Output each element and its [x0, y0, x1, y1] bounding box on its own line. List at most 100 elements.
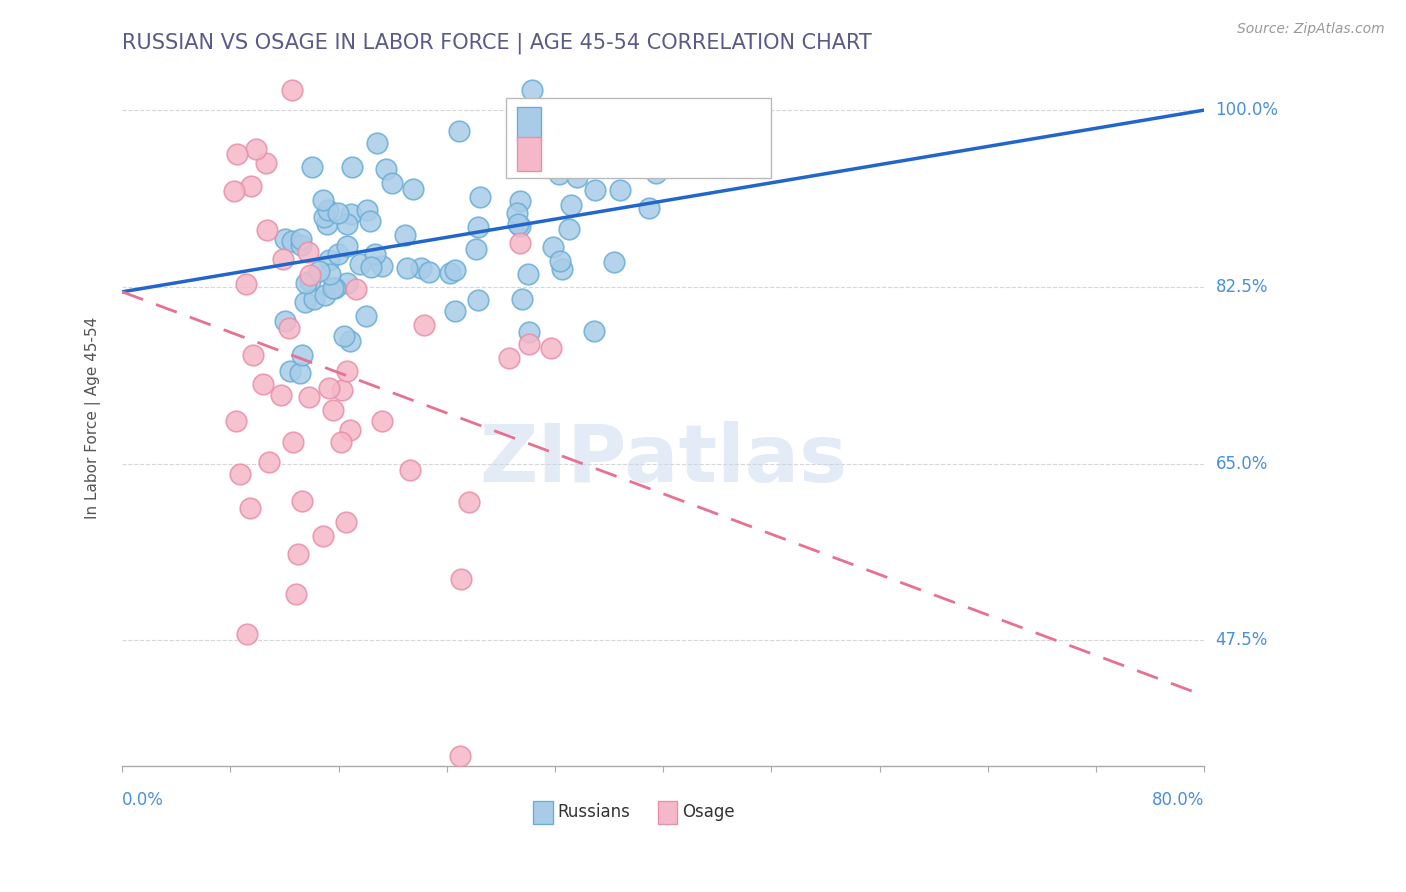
- Point: [609, 183, 631, 197]
- Point: [449, 749, 471, 764]
- Point: [322, 280, 344, 294]
- Point: [516, 267, 538, 281]
- Point: [583, 184, 606, 198]
- Point: [252, 377, 274, 392]
- Bar: [517, 107, 541, 140]
- Point: [339, 423, 361, 437]
- Point: [465, 242, 488, 256]
- Bar: [506, 97, 772, 178]
- Point: [401, 182, 423, 196]
- Text: RUSSIAN VS OSAGE IN LABOR FORCE | AGE 45-54 CORRELATION CHART: RUSSIAN VS OSAGE IN LABOR FORCE | AGE 45…: [122, 33, 872, 54]
- Point: [638, 201, 661, 215]
- Point: [298, 390, 321, 404]
- Point: [371, 414, 394, 428]
- Point: [468, 190, 491, 204]
- Bar: [658, 801, 678, 824]
- Point: [517, 325, 540, 339]
- Point: [314, 288, 336, 302]
- Point: [366, 136, 388, 151]
- Point: [567, 169, 589, 184]
- Point: [336, 364, 359, 378]
- Point: [541, 240, 564, 254]
- Point: [510, 293, 533, 307]
- Point: [312, 193, 335, 207]
- Point: [318, 381, 340, 395]
- Y-axis label: In Labor Force | Age 45-54: In Labor Force | Age 45-54: [86, 317, 101, 519]
- Point: [284, 587, 307, 601]
- Point: [344, 282, 367, 296]
- Point: [222, 184, 245, 198]
- Point: [509, 194, 531, 209]
- Point: [498, 351, 520, 365]
- Text: 100.0%: 100.0%: [1216, 101, 1278, 119]
- Point: [319, 267, 342, 281]
- Point: [356, 203, 378, 218]
- Point: [450, 572, 472, 586]
- Point: [506, 218, 529, 232]
- Point: [316, 202, 339, 217]
- Point: [228, 467, 250, 481]
- Point: [245, 142, 267, 156]
- Point: [371, 260, 394, 274]
- Text: Russians: Russians: [557, 803, 630, 821]
- Text: 0.0%: 0.0%: [122, 791, 165, 809]
- Point: [274, 232, 297, 246]
- Point: [333, 328, 356, 343]
- Point: [394, 227, 416, 242]
- Point: [541, 160, 564, 174]
- Point: [522, 83, 544, 97]
- Point: [226, 147, 249, 161]
- Point: [335, 515, 357, 529]
- Point: [558, 221, 581, 235]
- Point: [363, 247, 385, 261]
- Point: [467, 219, 489, 234]
- Point: [467, 293, 489, 307]
- Point: [312, 210, 335, 224]
- Point: [439, 266, 461, 280]
- Point: [299, 268, 322, 282]
- Point: [326, 247, 349, 261]
- Point: [323, 281, 346, 295]
- Point: [256, 223, 278, 237]
- Point: [509, 235, 531, 250]
- Point: [281, 83, 304, 97]
- Point: [336, 217, 359, 231]
- Point: [395, 260, 418, 275]
- Point: [354, 310, 377, 324]
- Point: [409, 260, 432, 275]
- Point: [443, 263, 465, 277]
- Point: [257, 455, 280, 469]
- Point: [329, 434, 352, 449]
- Point: [645, 166, 668, 180]
- Point: [506, 205, 529, 219]
- Point: [359, 213, 381, 227]
- Point: [330, 384, 353, 398]
- Bar: [533, 801, 553, 824]
- Point: [297, 244, 319, 259]
- Point: [336, 239, 359, 253]
- Point: [418, 265, 440, 279]
- Point: [336, 276, 359, 290]
- Point: [290, 232, 312, 246]
- Point: [381, 176, 404, 190]
- Point: [375, 161, 398, 176]
- Point: [273, 252, 295, 267]
- Point: [302, 292, 325, 306]
- Point: [550, 254, 572, 268]
- Point: [236, 626, 259, 640]
- Point: [239, 500, 262, 515]
- Point: [339, 207, 361, 221]
- Point: [295, 276, 318, 290]
- Point: [548, 167, 571, 181]
- Point: [447, 124, 470, 138]
- Point: [298, 274, 321, 288]
- Point: [413, 318, 436, 333]
- Text: 80.0%: 80.0%: [1152, 791, 1205, 809]
- Point: [254, 156, 277, 170]
- Point: [281, 234, 304, 248]
- Point: [322, 403, 344, 417]
- Point: [316, 217, 339, 231]
- Point: [328, 206, 350, 220]
- Text: R = -0.169   N = 44: R = -0.169 N = 44: [554, 145, 731, 163]
- Point: [235, 277, 257, 292]
